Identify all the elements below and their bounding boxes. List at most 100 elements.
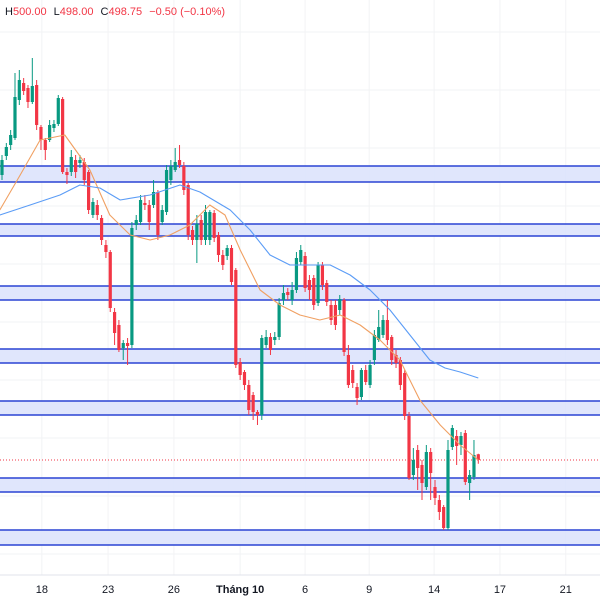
candle-up	[273, 332, 277, 345]
candle-up	[121, 340, 125, 360]
candle-up	[281, 285, 286, 305]
candle-up	[4, 143, 8, 160]
candle-body	[472, 455, 476, 477]
candle-body	[22, 83, 26, 91]
candle-up	[446, 440, 450, 530]
candle-body	[169, 166, 173, 180]
candle-down	[190, 226, 195, 245]
candle-body	[424, 452, 428, 487]
candle-up	[17, 70, 21, 105]
moving-averages	[0, 134, 479, 461]
candle-down	[117, 320, 121, 352]
candle-up	[381, 315, 385, 338]
high-value: 500.00	[12, 6, 47, 18]
candle-body	[195, 224, 199, 240]
candle-down	[286, 288, 290, 300]
candle-up	[13, 73, 17, 140]
candle-up	[69, 150, 73, 176]
candle-up	[264, 330, 268, 348]
candle-up	[368, 360, 372, 388]
candle-down	[229, 245, 234, 285]
candle-body	[56, 98, 60, 124]
candle-body	[112, 312, 117, 333]
candle-down	[329, 300, 333, 325]
candle-up	[208, 210, 212, 245]
support-resistance-zones	[0, 165, 600, 546]
candle-body	[69, 157, 73, 172]
candle-body	[251, 395, 255, 412]
candle-body	[372, 335, 376, 360]
candle-down	[177, 145, 182, 168]
candle-body	[48, 125, 52, 140]
candle-down	[238, 358, 242, 380]
candle-body	[39, 127, 43, 140]
candle-body	[242, 372, 247, 385]
candle-down	[351, 365, 355, 388]
candle-down	[346, 345, 350, 388]
x-tick-label: Tháng 10	[216, 584, 264, 596]
candle-body	[264, 337, 268, 345]
candle-up	[294, 252, 299, 293]
candle-down	[143, 195, 147, 210]
candle-down	[35, 80, 39, 130]
candle-up	[52, 120, 56, 132]
candle-body	[212, 213, 216, 238]
high-label: H	[5, 6, 13, 18]
candle-body	[368, 365, 372, 385]
candle-up	[225, 245, 229, 260]
candle-body	[104, 245, 108, 252]
candle-body	[117, 325, 121, 350]
candle-body	[13, 97, 17, 138]
candle-down	[403, 370, 407, 420]
candle-down	[182, 162, 186, 195]
candle-down	[342, 298, 346, 356]
candle-body	[99, 218, 104, 240]
candle-down	[65, 168, 69, 184]
candle-down	[312, 275, 316, 310]
candle-body	[316, 265, 320, 303]
candle-down	[147, 200, 151, 230]
candle-up	[56, 95, 60, 126]
candle-body	[9, 135, 13, 145]
candle-body	[130, 228, 134, 345]
candle-body	[381, 320, 385, 335]
low-value: 498.00	[59, 6, 94, 18]
close-label: C	[100, 6, 109, 18]
candle-body	[355, 387, 359, 398]
candle-up	[195, 215, 199, 263]
candle-down	[394, 350, 398, 368]
candle-body	[390, 337, 394, 360]
candle-body	[463, 433, 467, 482]
candle-body	[221, 255, 225, 265]
candle-up	[0, 155, 4, 180]
zone-band	[0, 349, 600, 363]
candle-down	[307, 275, 312, 300]
candle-body	[160, 210, 164, 222]
candle-body	[95, 205, 99, 215]
zone-band	[0, 166, 600, 182]
candle-body	[320, 265, 325, 285]
candle-up	[338, 295, 342, 315]
candle-body	[385, 320, 389, 340]
candle-down	[268, 333, 273, 355]
candle-down	[199, 215, 203, 245]
candle-up	[9, 130, 13, 150]
candle-down	[39, 125, 43, 150]
candle-down	[74, 155, 78, 178]
candle-body	[138, 200, 143, 222]
candle-body	[286, 292, 290, 295]
candle-down	[251, 392, 255, 420]
candle-body	[468, 475, 472, 483]
candle-up	[138, 195, 143, 225]
ohlc-legend: H500.00 L498.00 C498.75 −0.50 (−0.10%)	[5, 6, 225, 18]
candle-body	[416, 450, 420, 468]
candle-up	[173, 148, 177, 172]
candle-body	[303, 256, 307, 288]
candle-body	[125, 343, 130, 346]
candle-down	[242, 370, 247, 390]
candle-down	[455, 430, 459, 465]
zone-band	[0, 530, 600, 545]
candle-down	[303, 252, 307, 292]
candle-body	[0, 160, 4, 175]
